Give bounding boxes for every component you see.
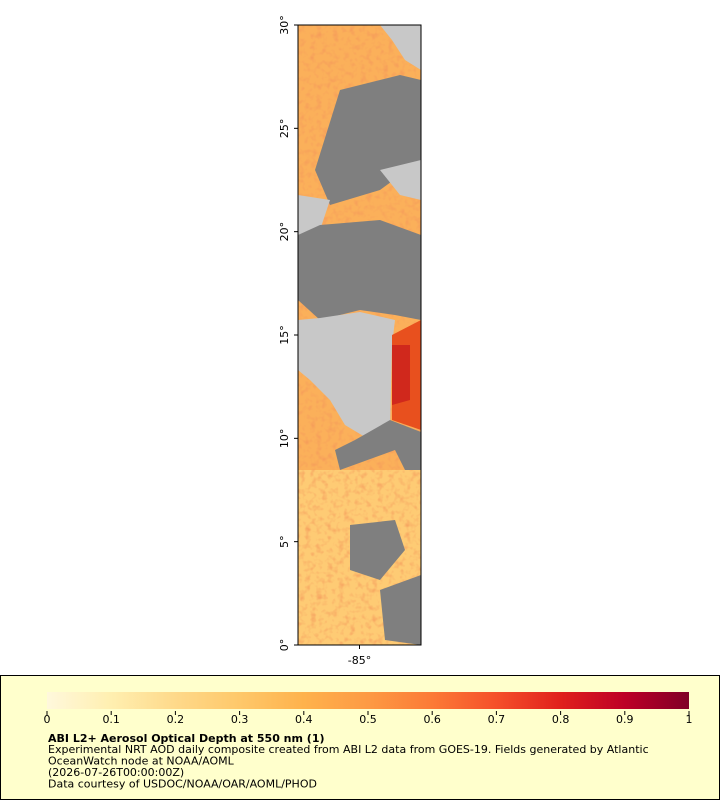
lat-tick-label: 30° xyxy=(278,15,291,35)
lon-tick-label: -85° xyxy=(348,654,371,667)
legend-line: Data courtesy of USDOC/NOAA/OAR/AOML/PHO… xyxy=(48,778,317,791)
lat-tick-label: 15° xyxy=(278,325,291,345)
colorbar xyxy=(47,692,689,709)
colorbar-tick-label: 0.1 xyxy=(102,713,120,726)
legend-line: Experimental NRT AOD daily composite cre… xyxy=(48,743,649,756)
colorbar-tick-label: 0.5 xyxy=(359,713,377,726)
colorbar-tick-label: 0.7 xyxy=(488,713,506,726)
colorbar-tick-label: 0.3 xyxy=(231,713,249,726)
colorbar-tick-label: 0.9 xyxy=(616,713,634,726)
legend-line: (2026-07-26T00:00:00Z) xyxy=(48,766,184,779)
lat-tick-label: 25° xyxy=(278,119,291,139)
lat-tick-label: 5° xyxy=(278,535,291,548)
map-image xyxy=(298,25,421,645)
colorbar-tick-label: 0.4 xyxy=(295,713,313,726)
colorbar-tick-label: 0.8 xyxy=(552,713,570,726)
colorbar-tick-label: 0 xyxy=(44,713,51,726)
lat-tick-label: 0° xyxy=(278,639,291,652)
lat-tick-label: 10° xyxy=(278,429,291,449)
legend-title: ABI L2+ Aerosol Optical Depth at 550 nm … xyxy=(48,732,325,745)
legend-line: OceanWatch node at NOAA/AOML xyxy=(48,755,235,768)
colorbar-tick-label: 0.6 xyxy=(423,713,441,726)
lat-tick-label: 20° xyxy=(278,222,291,242)
colorbar-tick-label: 1 xyxy=(686,713,693,726)
colorbar-tick-label: 0.2 xyxy=(167,713,185,726)
